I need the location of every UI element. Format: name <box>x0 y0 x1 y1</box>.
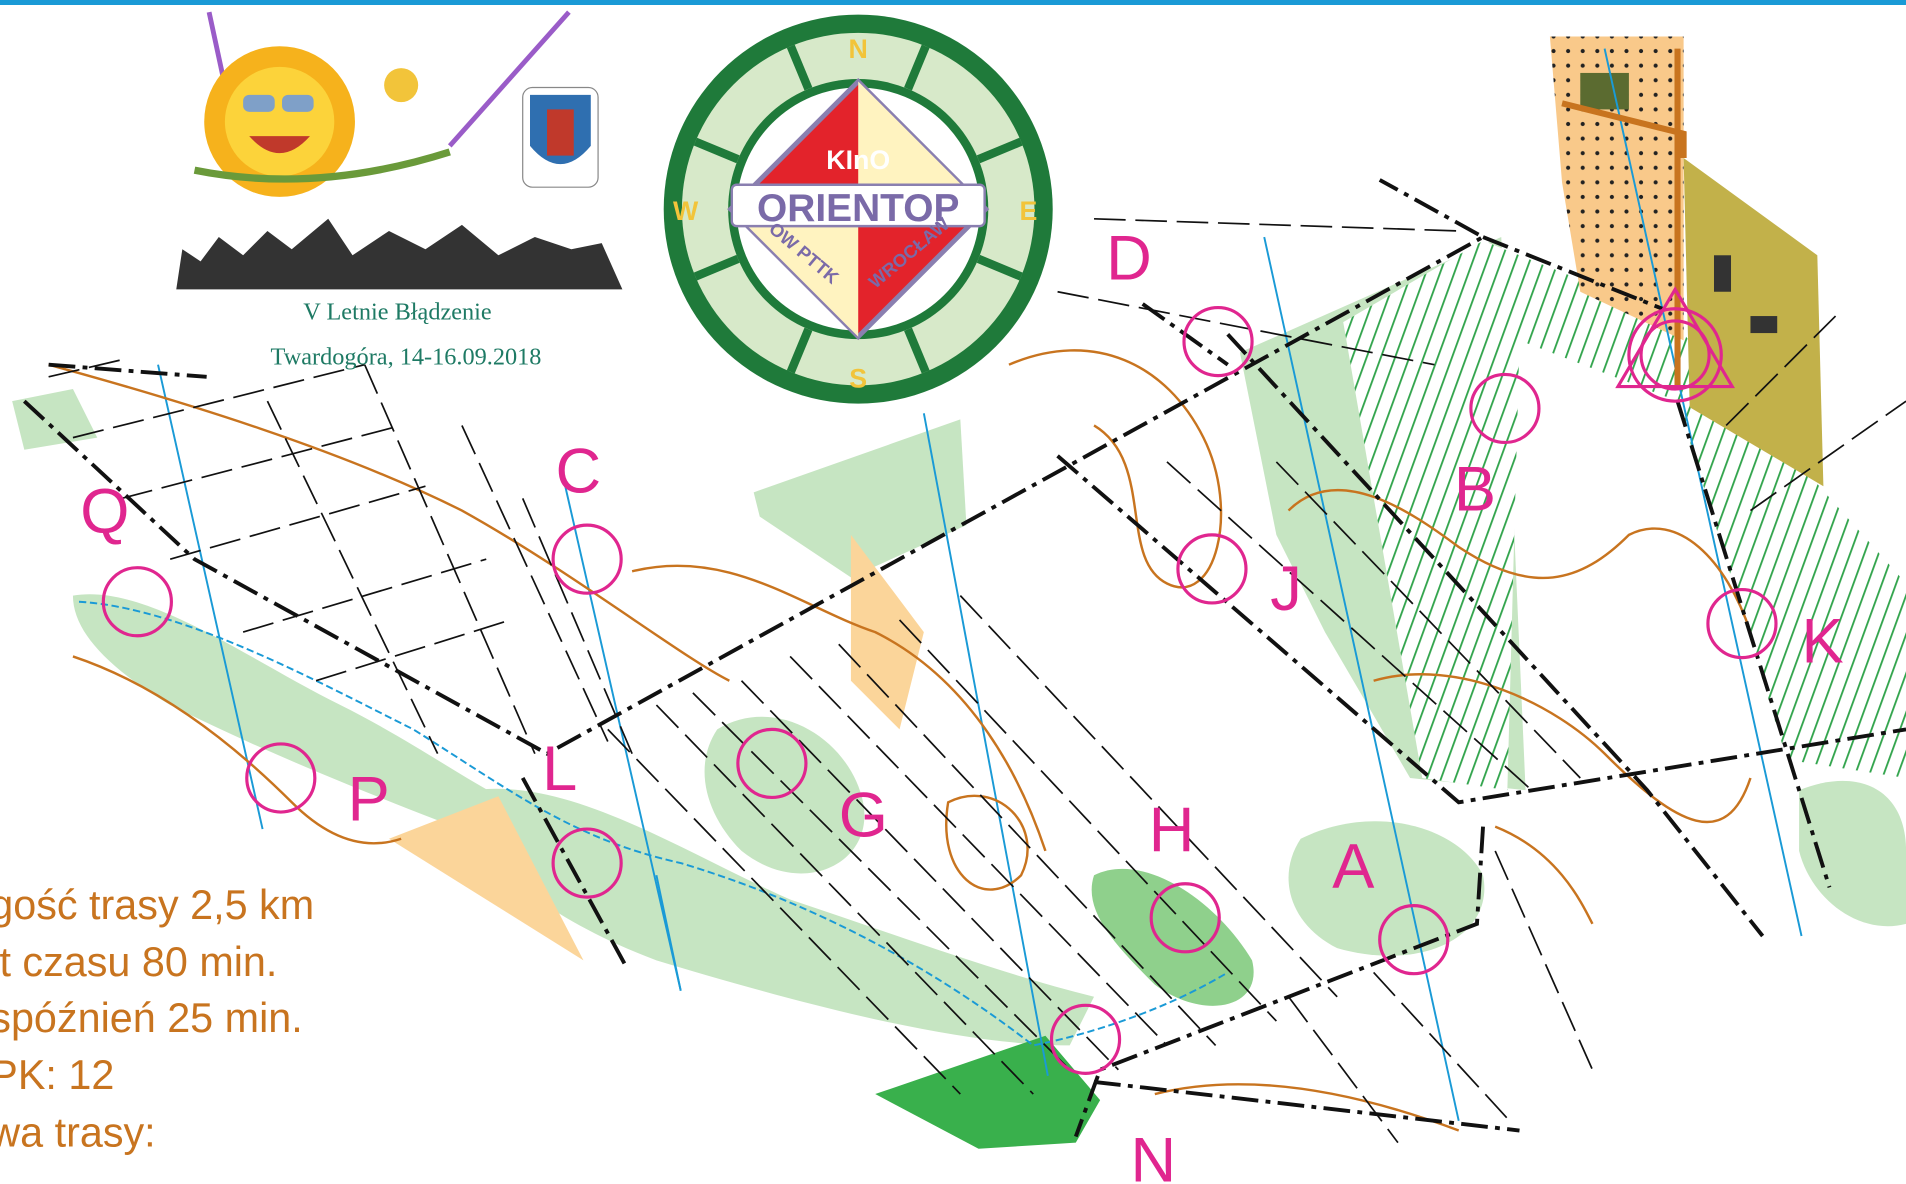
forest <box>1092 869 1254 1006</box>
map-drawing: Q C D B J K P L G H A N gość trasy 2,5 k… <box>0 12 1906 1184</box>
event-title: V Letnie Błądzenie <box>303 299 491 326</box>
control-label: B <box>1454 455 1496 525</box>
club-abbrev: KInO <box>826 145 890 175</box>
control-label: H <box>1149 795 1195 865</box>
compass-s: S <box>849 364 867 394</box>
building <box>1750 316 1777 333</box>
control-label: N <box>1131 1126 1177 1184</box>
compass-e: E <box>1019 196 1037 226</box>
open-forest <box>12 389 97 450</box>
thicket <box>1343 241 1906 790</box>
info-line: spóźnień 25 min. <box>0 995 303 1041</box>
info-line: PK: 12 <box>0 1052 114 1098</box>
control-label: A <box>1332 831 1375 901</box>
control-label: J <box>1270 554 1302 624</box>
contour <box>1495 827 1592 924</box>
info-line: it czasu 80 min. <box>0 939 277 985</box>
compass-w: W <box>673 196 699 226</box>
control-label: C <box>556 436 602 506</box>
control-label: D <box>1106 224 1152 294</box>
open-forest <box>1799 781 1906 926</box>
orienteering-map: Q C D B J K P L G H A N gość trasy 2,5 k… <box>0 0 1906 1184</box>
dense-forest <box>875 1036 1100 1149</box>
control-label: Q <box>80 476 129 546</box>
event-logo: V Letnie Błądzenie Twardogóra, 14-16.09.… <box>176 12 622 371</box>
compass-n: N <box>849 34 868 64</box>
info-line: wa trasy: <box>0 1109 156 1155</box>
contour <box>946 796 1027 890</box>
contour <box>1009 350 1221 587</box>
top-border <box>0 0 1906 5</box>
control-label: K <box>1802 607 1844 677</box>
building <box>1714 255 1731 291</box>
club-logo: KInO ORIENTOP OW PTTK WROCŁAW N S W E <box>664 15 1053 404</box>
control-label: P <box>348 765 390 835</box>
control-label: G <box>839 780 888 850</box>
open-forest <box>1289 821 1485 956</box>
info-line: gość trasy 2,5 km <box>0 882 314 928</box>
building <box>1580 73 1629 109</box>
contour <box>1155 1084 1459 1130</box>
event-subtitle: Twardogóra, 14-16.09.2018 <box>271 344 542 371</box>
control-label: L <box>542 734 577 804</box>
course-info: gość trasy 2,5 km it czasu 80 min. spóźn… <box>0 882 314 1155</box>
